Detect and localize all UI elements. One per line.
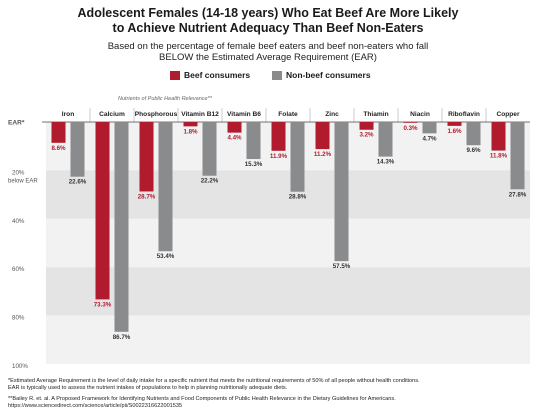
nutrients-note: Nutrients of Public Health Relevance**: [118, 96, 212, 102]
legend: Beef consumers Non-beef consumers: [0, 70, 536, 82]
bar-nonbeef: [422, 122, 437, 134]
data-label-nonbeef: 4.7%: [422, 135, 437, 142]
category-label: Folate: [278, 111, 298, 118]
data-label-nonbeef: 9.6%: [466, 147, 481, 154]
data-label-nonbeef: 86.7%: [113, 334, 131, 341]
data-label-beef: 28.7%: [138, 193, 156, 200]
data-label-beef: 3.2%: [359, 132, 374, 139]
chart-title-line-1: Adolescent Females (14-18 years) Who Eat…: [77, 6, 459, 20]
data-label-beef: 1.8%: [183, 128, 198, 135]
category-label: Zinc: [325, 111, 339, 118]
data-label-nonbeef: 27.8%: [509, 191, 527, 198]
data-label-beef: 73.3%: [94, 301, 112, 308]
data-label-nonbeef: 57.5%: [333, 263, 351, 270]
data-label-nonbeef: 28.8%: [289, 194, 307, 201]
chart-title-line-2: to Achieve Nutrient Adequacy Than Beef N…: [112, 21, 424, 35]
data-label-nonbeef: 22.2%: [201, 178, 219, 185]
footnote-line-2: EAR is typically used to assess the nutr…: [8, 385, 288, 391]
category-label: Niacin: [410, 111, 430, 118]
data-label-beef: 1.6%: [447, 128, 462, 135]
data-label-beef: 4.4%: [227, 135, 242, 142]
footnote-line-1: *Estimated Average Requirement is the le…: [8, 378, 420, 384]
data-label-beef: 0.3%: [403, 125, 418, 132]
category-label: Riboflavin: [448, 111, 480, 118]
bar-beef: [227, 122, 242, 133]
y-tick-label: EAR*: [8, 120, 25, 127]
bar-nonbeef: [246, 122, 261, 160]
bar-nonbeef: [378, 122, 393, 157]
category-label: Phosphorous: [135, 111, 178, 118]
bar-beef: [491, 122, 506, 151]
category-label: Calcium: [99, 111, 125, 118]
bar-nonbeef: [158, 122, 173, 252]
chart-subtitle-line-1: Based on the percentage of female beef e…: [107, 41, 429, 52]
bar-nonbeef: [202, 122, 217, 176]
y-tick-label: 100%: [12, 363, 28, 370]
data-label-nonbeef: 22.6%: [69, 179, 87, 186]
data-label-beef: 8.6%: [51, 145, 66, 152]
bar-beef: [447, 122, 462, 126]
footnote-line-4: https://www.sciencedirect.com/science/ar…: [8, 403, 183, 409]
bar-beef: [271, 122, 286, 151]
bar-nonbeef: [70, 122, 85, 177]
category-label: Vitamin B12: [181, 111, 219, 118]
bar-beef: [139, 122, 154, 192]
y-tick-label: 80%: [12, 315, 25, 322]
chart-subtitle-line-2: BELOW the Estimated Average Requirement …: [159, 52, 377, 63]
category-label: Iron: [62, 111, 74, 118]
y-tick-label: 40%: [12, 218, 25, 225]
y-tick-label: 20%: [12, 169, 25, 176]
bar-nonbeef: [114, 122, 129, 332]
data-label-beef: 11.2%: [314, 151, 332, 158]
footnote-line-3: **Bailey R. et. al. A Proposed Framework…: [8, 396, 396, 402]
data-label-nonbeef: 14.3%: [377, 159, 395, 166]
data-label-nonbeef: 53.4%: [157, 253, 175, 260]
bar-beef: [403, 122, 418, 123]
legend-swatch-nonbeef: [272, 71, 282, 80]
bar-nonbeef: [466, 122, 481, 146]
category-label: Thiamin: [363, 111, 388, 118]
y-tick-label: 60%: [12, 266, 25, 273]
bar-nonbeef: [334, 122, 349, 262]
bar-chart: Iron Calcium Phosphorous Vitamin B12 Vitamin…: [8, 108, 530, 370]
data-label-beef: 11.9%: [270, 153, 288, 160]
category-label: Vitamin B6: [227, 111, 261, 118]
data-label-nonbeef: 15.3%: [245, 161, 263, 168]
bar-beef: [95, 122, 110, 300]
bar-beef: [315, 122, 330, 150]
bar-beef: [359, 122, 374, 130]
bar-beef: [51, 122, 66, 143]
data-label-beef: 11.8%: [490, 153, 508, 160]
legend-swatch-beef: [170, 71, 180, 80]
bar-nonbeef: [290, 122, 305, 192]
category-label: Copper: [496, 111, 520, 118]
bar-nonbeef: [510, 122, 525, 190]
legend-label-nonbeef: Non-beef consumers: [286, 70, 371, 80]
bar-beef: [183, 122, 198, 127]
legend-label-beef: Beef consumers: [184, 70, 251, 80]
below-ear-label: below EAR: [8, 178, 38, 184]
